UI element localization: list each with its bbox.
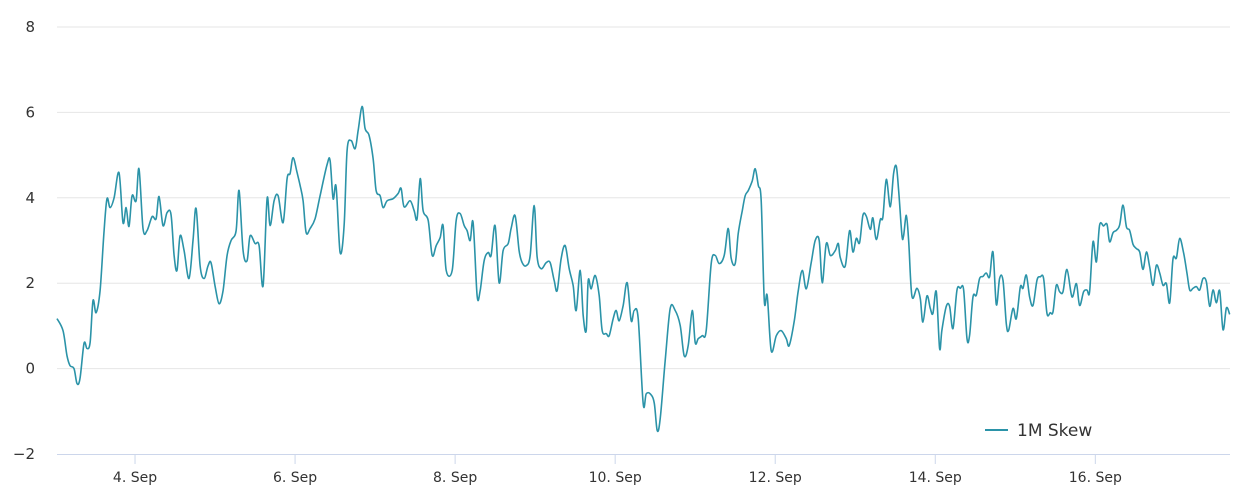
y-tick-label: 0 <box>25 360 35 378</box>
y-tick-label: 2 <box>25 274 35 292</box>
y-axis: −2 0 2 4 6 8 <box>13 18 35 463</box>
y-tick-label: 4 <box>25 189 35 207</box>
y-tick-label: −2 <box>13 445 35 463</box>
x-axis: 4. Sep 6. Sep 8. Sep 10. Sep 12. Sep 14. Sep 1… <box>57 454 1230 486</box>
y-tick-label: 8 <box>25 18 35 36</box>
x-tick-label: 8. Sep <box>433 470 477 486</box>
x-tick-label: 14. Sep <box>909 470 962 486</box>
x-tick-label: 12. Sep <box>749 470 802 486</box>
x-tick-label: 6. Sep <box>273 470 317 486</box>
legend[interactable]: 1M Skew <box>985 421 1092 441</box>
series-layer <box>56 105 1231 433</box>
x-tick-label: 16. Sep <box>1069 470 1122 486</box>
x-tick-label: 4. Sep <box>113 470 157 486</box>
grid-lines <box>57 26 1230 370</box>
x-tick-label: 10. Sep <box>589 470 642 486</box>
series-line-1m-skew <box>56 105 1231 433</box>
y-tick-label: 6 <box>25 103 35 121</box>
legend-label-1m-skew: 1M Skew <box>1017 421 1092 441</box>
